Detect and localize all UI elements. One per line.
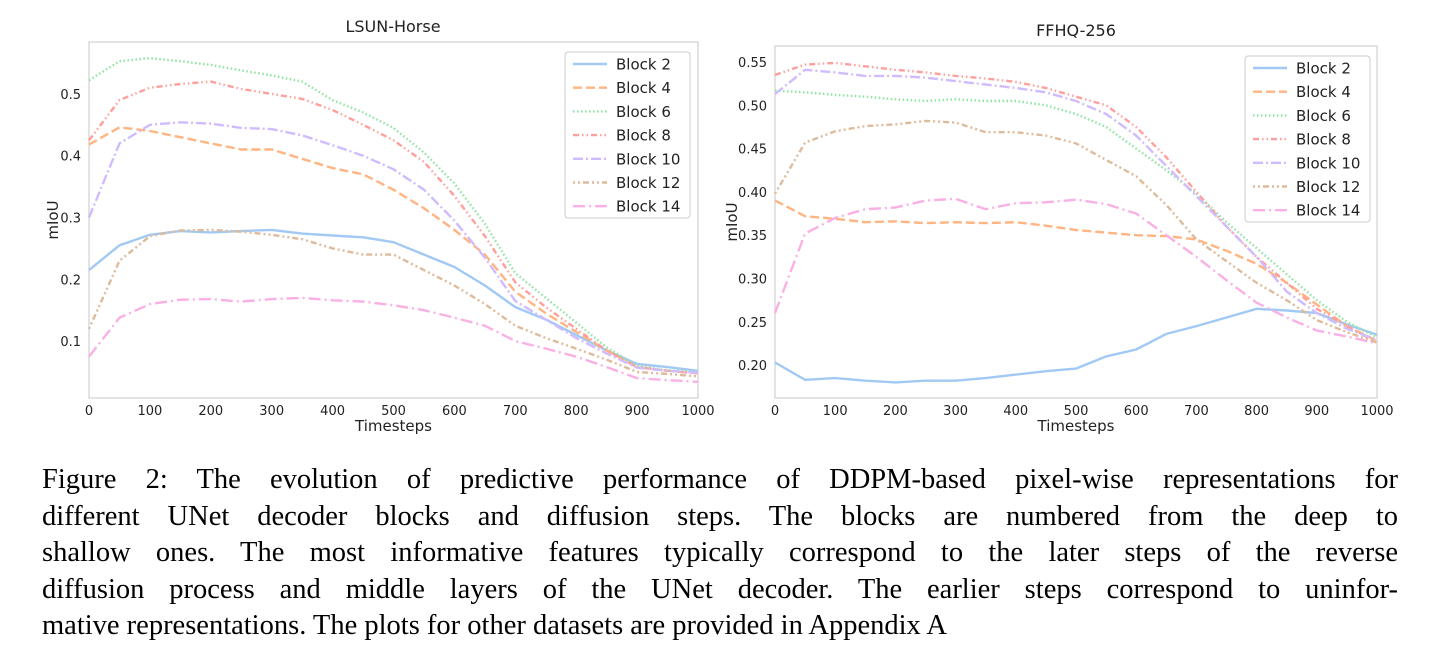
legend: Block 2 Block 4 Block 6 Block 8 Block 10 Bloc… [1244,55,1371,223]
x-tick-label: 0 [771,404,779,419]
legend-label: Block 14 [616,198,680,216]
series-line-block-4 [774,199,1378,342]
legend-label: Block 4 [616,79,671,97]
legend-label: Block 4 [1296,83,1351,101]
x-axis-label: Timesteps [354,417,432,435]
legend-label: Block 10 [616,150,680,168]
y-tick-label: 0.1 [60,335,81,350]
caption-line: diffusion process and middle layers of t… [42,573,1398,605]
legend-box [1244,55,1371,223]
x-tick-label: 900 [625,404,650,419]
x-tick-label: 700 [503,404,528,419]
x-tick-label: 600 [1124,404,1149,419]
x-tick-label: 100 [137,404,162,419]
x-tick-label: 500 [381,404,406,419]
y-tick-label: 0.3 [60,212,81,227]
x-tick-label: 300 [943,404,968,419]
x-tick-label: 0 [85,404,93,419]
y-tick-label: 0.5 [60,88,81,103]
series-line-block-14 [88,296,699,384]
series-line-block-10 [87,121,699,374]
legend-label: Block 8 [616,127,671,145]
legend-label: Block 6 [616,103,671,121]
y-axis-label: mIoU [723,202,741,241]
figure-caption: Figure 2: The evolution of predictive pe… [42,462,1398,645]
x-tick-label: 1000 [681,404,714,419]
legend-label: Block 2 [616,56,671,74]
x-tick-label: 400 [320,404,345,419]
series-line-block-4 [88,126,699,375]
y-tick-label: 0.45 [738,143,767,158]
chart-1: FFHQ-256 0 100 200 300 400 500 600 700 800 900 1000… [723,21,1394,435]
legend-label: Block 14 [1296,202,1360,220]
x-tick-label: 500 [1064,404,1089,419]
legend-label: Block 8 [1296,131,1351,149]
caption-line: shallow ones. The most informative featu… [42,537,1398,569]
caption-line: Figure 2: The evolution of predictive pe… [42,464,1398,495]
x-tick-label: 300 [259,404,284,419]
legend-label: Block 2 [1296,60,1351,78]
y-tick-label: 0.50 [738,99,767,114]
caption-line: mative representations. The plots for ot… [42,610,947,642]
y-tick-label: 0.35 [738,229,767,244]
y-tick-label: 0.20 [738,359,767,374]
chart-title: LSUN-Horse [345,17,440,36]
series-line-block-6 [774,89,1378,339]
y-axis-label: mIoU [44,200,62,239]
legend-label: Block 10 [1296,154,1360,172]
legend-label: Block 6 [1296,107,1351,125]
y-tick-label: 0.2 [60,273,81,288]
x-tick-label: 200 [198,404,223,419]
legend-label: Block 12 [1296,178,1360,196]
x-tick-label: 900 [1304,404,1329,419]
series-line-block-8 [88,80,699,375]
legend: Block 2 Block 4 Block 6 Block 8 Block 10 Bloc… [564,51,691,219]
caption-line: different UNet decoder blocks and diffus… [42,500,1398,532]
series-line-block-2 [774,307,1378,384]
series-line-block-8 [774,61,1378,344]
x-tick-label: 100 [823,404,848,419]
x-tick-label: 600 [442,404,467,419]
y-tick-label: 0.4 [60,150,81,165]
x-tick-label: 800 [1244,404,1269,419]
y-tick-label: 0.55 [738,56,767,71]
y-tick-label: 0.40 [738,186,767,201]
x-tick-label: 400 [1003,404,1028,419]
series-line-block-10 [774,68,1378,342]
series-line-block-14 [773,197,1378,345]
x-axis-label: Timesteps [1037,417,1115,435]
legend-label: Block 12 [616,174,680,192]
figure-charts: LSUN-Horse 0 100 200 300 400 500 600 700 800 900 10… [44,17,1394,435]
x-tick-label: 200 [883,404,908,419]
series-line-block-12 [773,119,1378,344]
x-tick-label: 700 [1184,404,1209,419]
x-tick-label: 800 [564,404,589,419]
chart-title: FFHQ-256 [1036,21,1116,40]
x-tick-label: 1000 [1360,404,1393,419]
chart-0: LSUN-Horse 0 100 200 300 400 500 600 700 800 900 10… [44,17,715,435]
y-tick-label: 0.30 [738,273,767,288]
y-tick-label: 0.25 [738,316,767,331]
legend-box [564,51,691,219]
